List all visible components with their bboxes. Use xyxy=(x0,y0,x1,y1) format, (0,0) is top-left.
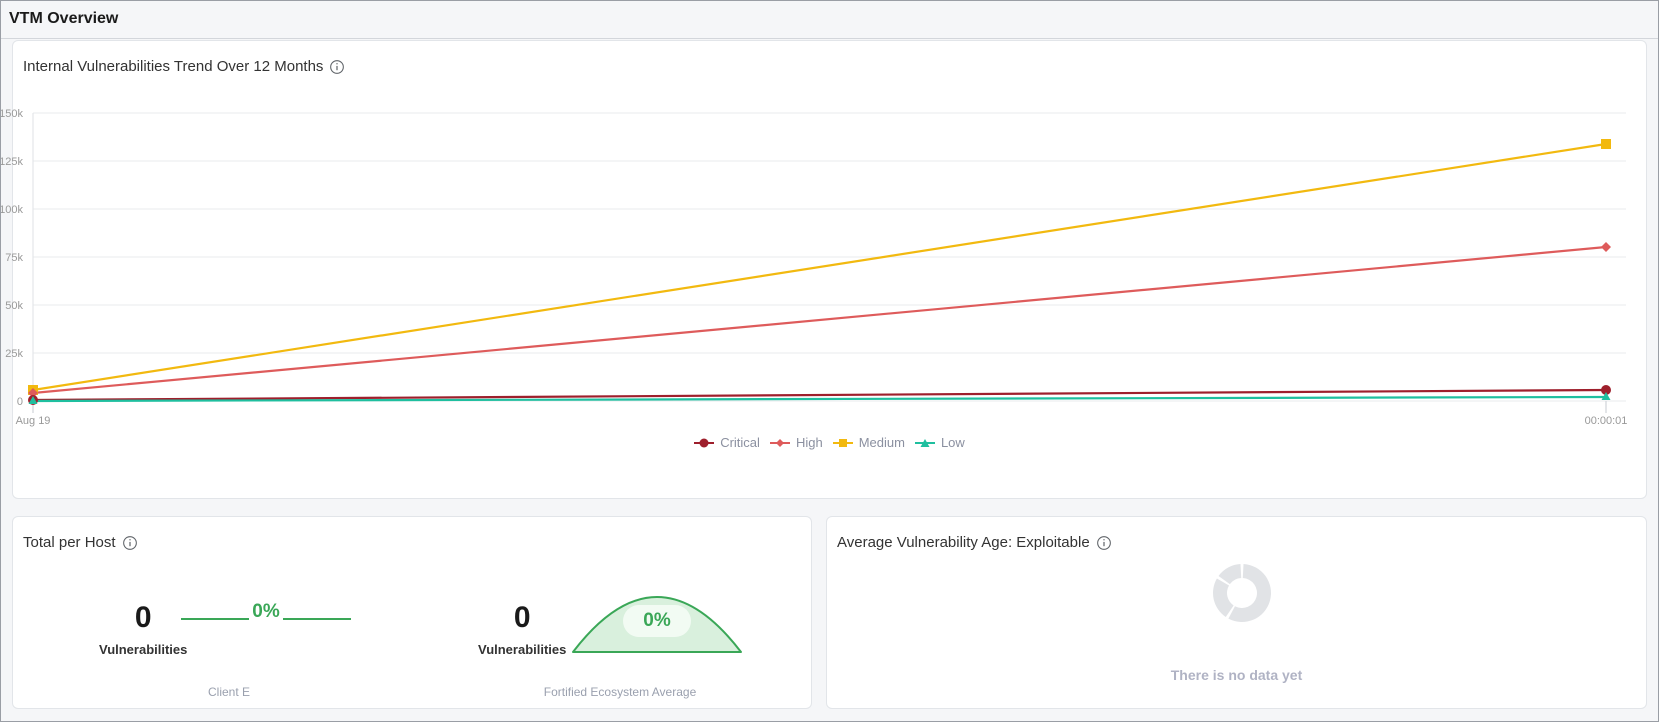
svg-text:75k: 75k xyxy=(5,252,23,264)
svg-text:150k: 150k xyxy=(0,108,23,120)
svg-text:125k: 125k xyxy=(0,156,23,168)
svg-text:25k: 25k xyxy=(5,348,23,360)
svg-text:100k: 100k xyxy=(0,204,23,216)
svg-text:50k: 50k xyxy=(5,300,23,312)
svg-text:0: 0 xyxy=(17,396,23,408)
